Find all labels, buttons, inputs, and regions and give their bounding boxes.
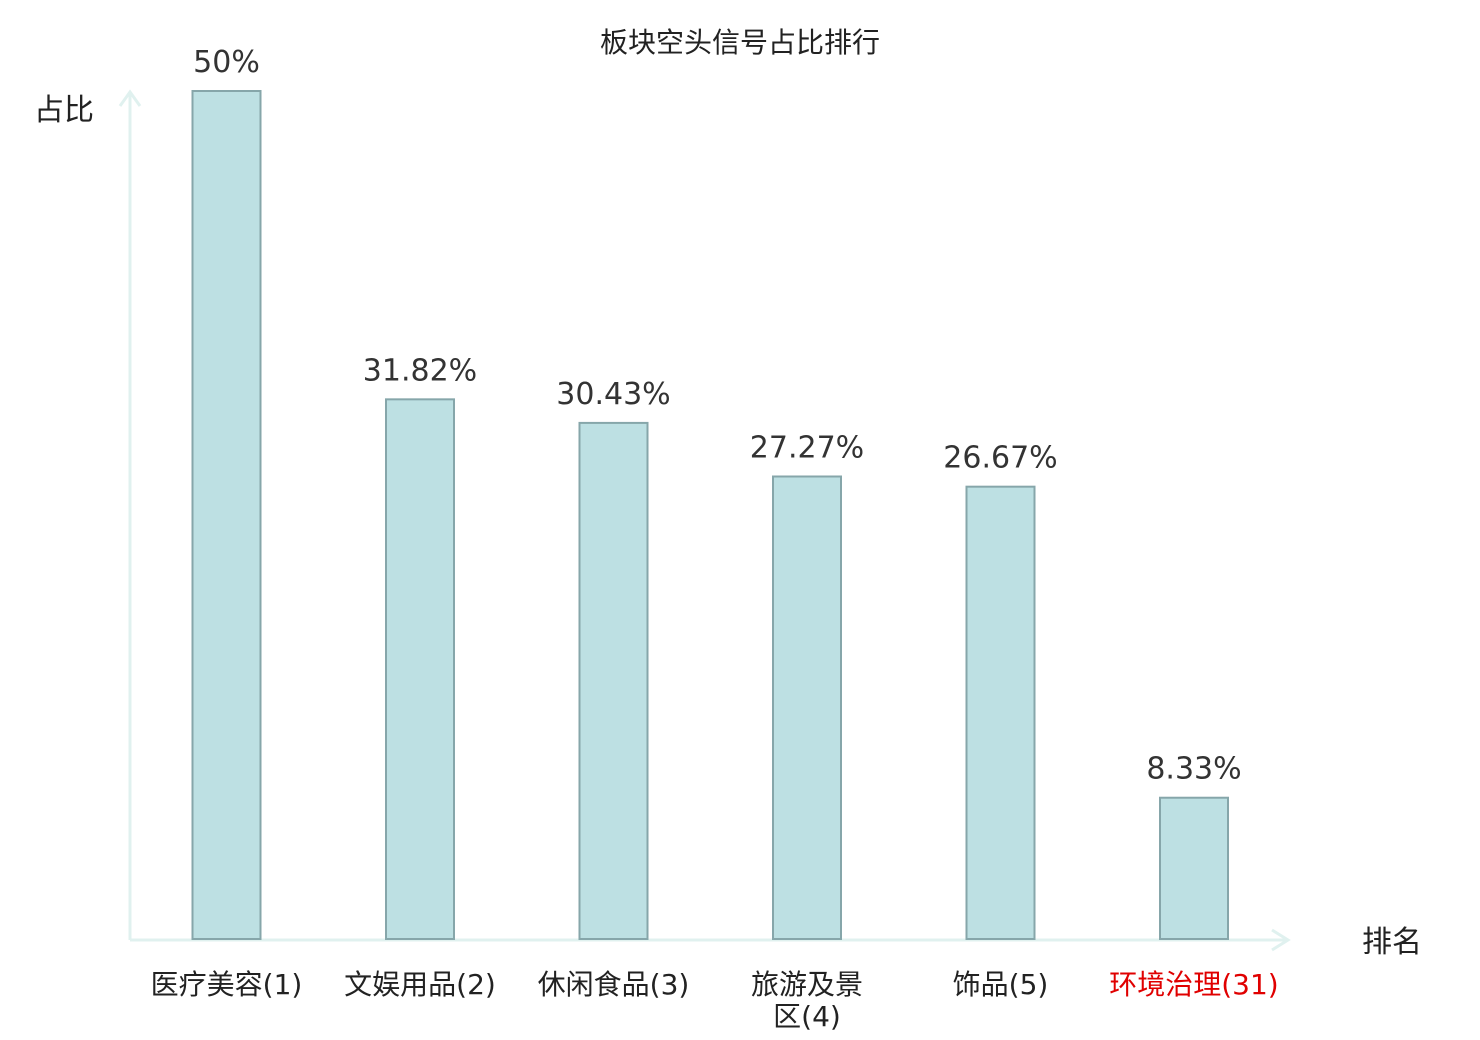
bar [578, 421, 649, 940]
value-labels: 50% 31.82% 30.43% 27.27% 26.67% 8.33% [193, 45, 1242, 787]
x-axis-arrow-icon [1271, 928, 1291, 952]
chart-title: 板块空头信号占比排行 [600, 26, 880, 59]
bar-value-label: 30.43% [556, 377, 670, 412]
x-tick-label: 休闲食品(3) [538, 968, 690, 1001]
axes [118, 89, 1291, 952]
x-tick-label: 环境治理(31) [1109, 968, 1278, 1001]
bar [772, 475, 842, 940]
bar-value-label: 31.82% [363, 353, 477, 388]
x-tick-label: 饰品(5) [953, 968, 1049, 1001]
x-tick-label: 医疗美容(1) [151, 968, 303, 1001]
bar [965, 485, 1036, 940]
x-tick-label: 区(4) [773, 1000, 841, 1033]
x-tick-label: 旅游及景 [751, 968, 863, 1001]
bar-value-label: 27.27% [750, 431, 864, 466]
y-axis-label: 占比 [34, 93, 94, 128]
bar [1159, 796, 1229, 940]
bars [191, 90, 1229, 940]
x-tick-label: 文娱用品(2) [344, 968, 496, 1001]
bar-value-label: 26.67% [943, 441, 1057, 476]
x-axis-label: 排名 [1362, 925, 1422, 960]
bar [191, 90, 262, 940]
bar [385, 398, 455, 940]
bar-value-label: 8.33% [1146, 752, 1241, 787]
y-axis-arrow-icon [118, 89, 142, 107]
bar-value-label: 50% [193, 45, 260, 80]
